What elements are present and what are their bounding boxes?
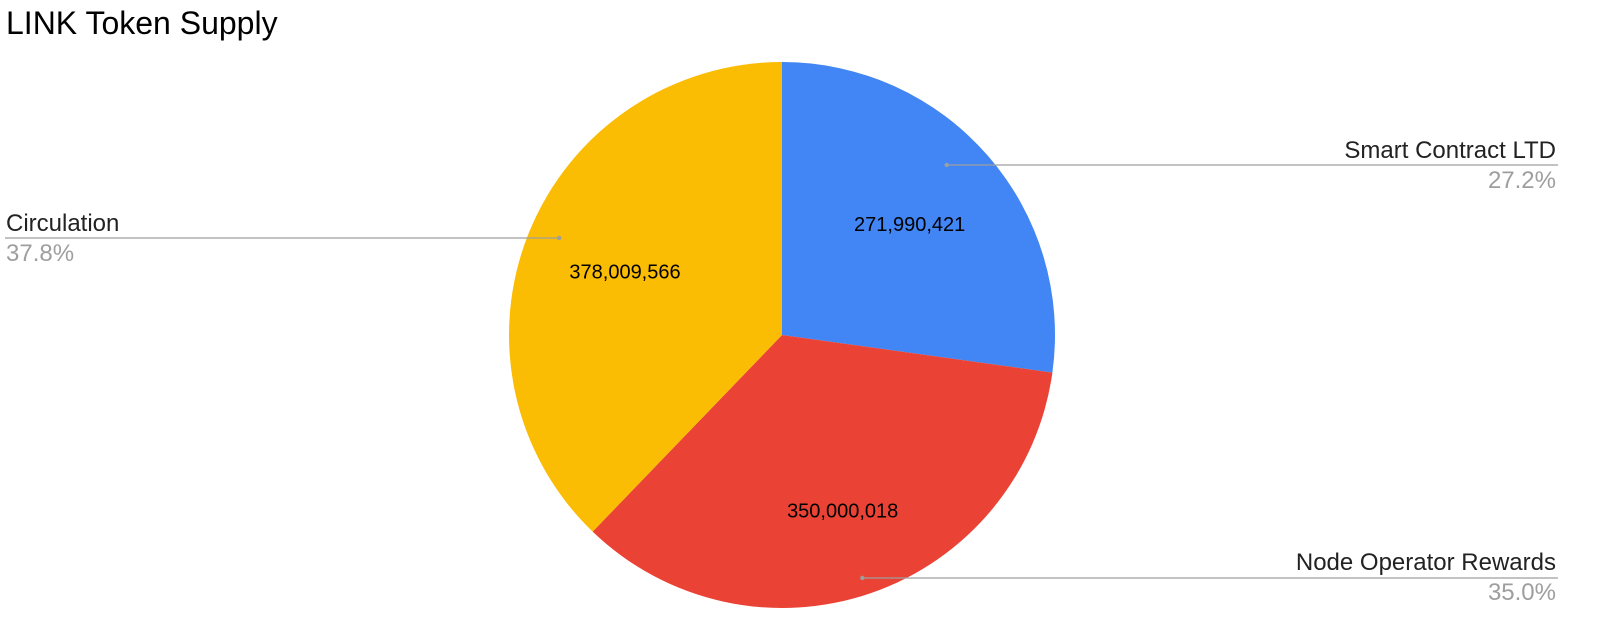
pie-slice-smart-contract-ltd xyxy=(782,62,1055,373)
pie-slice-node-operator-rewards xyxy=(592,335,1053,608)
slice-percent-label-node-operator-rewards: 35.0% xyxy=(1488,579,1556,606)
slice-name-label-circulation: Circulation xyxy=(6,210,119,237)
leader-dot-node-operator-rewards xyxy=(860,575,865,581)
slice-value-label-circulation: 378,009,566 xyxy=(569,262,680,284)
leader-dot-smart-contract-ltd xyxy=(944,162,949,168)
slice-percent-label-smart-contract-ltd: 27.2% xyxy=(1488,167,1556,194)
slice-name-label-smart-contract-ltd: Smart Contract LTD xyxy=(1344,137,1556,164)
slice-value-label-smart-contract-ltd: 271,990,421 xyxy=(854,214,965,236)
slice-name-label-node-operator-rewards: Node Operator Rewards xyxy=(1296,549,1556,576)
slice-value-label-node-operator-rewards: 350,000,018 xyxy=(787,500,898,522)
pie-slices xyxy=(509,62,1055,608)
leader-labels: Smart Contract LTD 27.2% Node Operator Rew… xyxy=(5,137,1558,606)
slice-value-labels: 271,990,421 350,000,018 378,009,566 xyxy=(569,214,965,523)
pie-slice-circulation xyxy=(509,62,782,532)
slice-percent-label-circulation: 37.8% xyxy=(6,240,74,267)
leader-dot-circulation xyxy=(556,235,562,241)
chart-title: LINK Token Supply xyxy=(6,5,278,41)
